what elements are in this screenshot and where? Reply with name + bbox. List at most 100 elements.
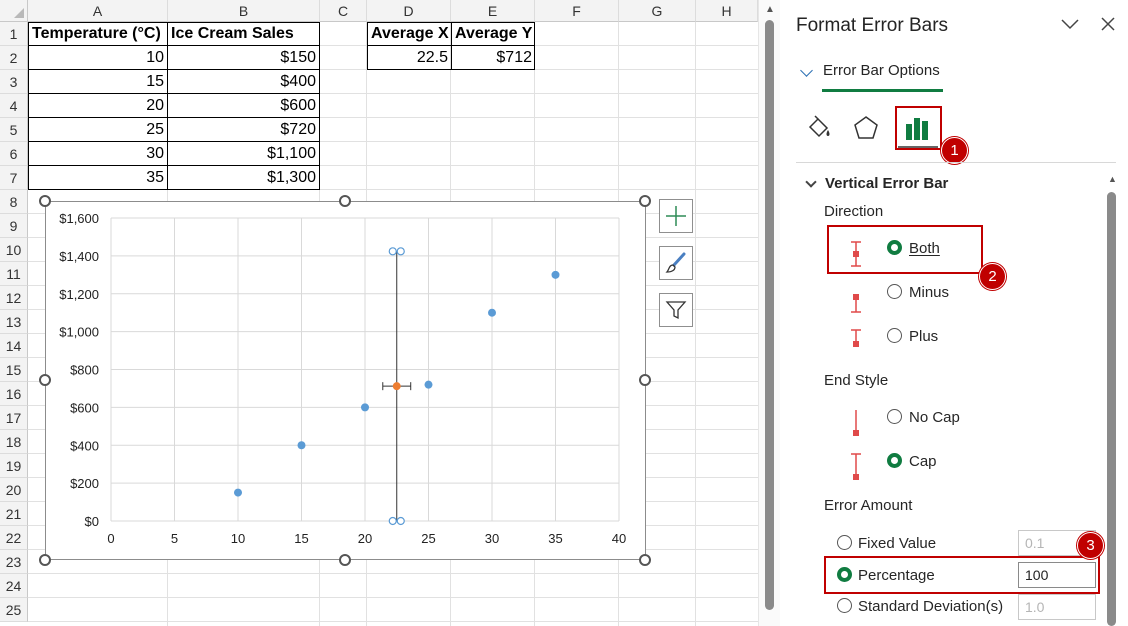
- column-header-g[interactable]: G: [619, 0, 696, 22]
- cell-a2[interactable]: 10: [146, 49, 164, 66]
- data-point[interactable]: [361, 403, 369, 412]
- chevron-down-icon[interactable]: [800, 64, 813, 77]
- header-average-x[interactable]: Average X: [371, 25, 449, 42]
- cell-b7[interactable]: $1,300: [267, 169, 316, 186]
- column-header-h[interactable]: H: [696, 0, 758, 22]
- row-header[interactable]: 21: [0, 502, 28, 526]
- option-cap[interactable]: Cap: [909, 453, 937, 470]
- resize-handle-top[interactable]: [339, 195, 351, 207]
- percentage-input[interactable]: 100: [1018, 562, 1096, 588]
- resize-handle-left[interactable]: [39, 374, 51, 386]
- cell-a4[interactable]: 20: [146, 97, 164, 114]
- average-point[interactable]: [392, 382, 401, 391]
- scatter-chart[interactable]: $0 $200 $400 $600 $800 $1,000 $1,200 $1,400 $1,6…: [45, 201, 646, 560]
- row-header[interactable]: 25: [0, 598, 28, 622]
- row-header[interactable]: 16: [0, 382, 28, 406]
- option-both[interactable]: Both: [909, 240, 940, 257]
- data-point[interactable]: [297, 441, 306, 450]
- cell-a6[interactable]: 30: [146, 145, 164, 162]
- header-temperature[interactable]: Temperature (°C): [32, 25, 161, 42]
- header-ice-cream-sales[interactable]: Ice Cream Sales: [171, 25, 294, 42]
- resize-handle-bottom-right[interactable]: [639, 554, 651, 566]
- column-header-c[interactable]: C: [320, 0, 367, 22]
- scroll-up-icon[interactable]: ▲: [1108, 174, 1117, 184]
- row-header[interactable]: 19: [0, 454, 28, 478]
- row-header[interactable]: 10: [0, 238, 28, 262]
- radio-standard-deviation[interactable]: [837, 598, 852, 613]
- cell-b4[interactable]: $600: [280, 97, 316, 114]
- close-icon[interactable]: [1101, 17, 1115, 31]
- cell-b6[interactable]: $1,100: [267, 145, 316, 162]
- chart-filters-button[interactable]: [659, 293, 693, 327]
- cell-a7[interactable]: 35: [146, 169, 164, 186]
- data-point[interactable]: [551, 270, 560, 279]
- cell-e2[interactable]: $712: [496, 49, 532, 66]
- column-header-e[interactable]: E: [451, 0, 535, 22]
- resize-handle-bottom[interactable]: [339, 554, 351, 566]
- pane-scrollbar[interactable]: ▲: [1105, 172, 1119, 626]
- resize-handle-right[interactable]: [639, 374, 651, 386]
- tab-fill-line[interactable]: [798, 108, 840, 148]
- column-header-b[interactable]: B: [168, 0, 320, 22]
- column-header-a[interactable]: A: [28, 0, 168, 22]
- row-header[interactable]: 18: [0, 430, 28, 454]
- row-header[interactable]: 14: [0, 334, 28, 358]
- row-header[interactable]: 9: [0, 214, 28, 238]
- data-point[interactable]: [234, 488, 242, 497]
- resize-handle-top-right[interactable]: [639, 195, 651, 207]
- option-no-cap[interactable]: No Cap: [909, 409, 960, 426]
- chart-plot[interactable]: $0 $200 $400 $600 $800 $1,000 $1,200 $1,400 $1,6…: [46, 202, 647, 561]
- option-fixed-value[interactable]: Fixed Value: [858, 535, 937, 552]
- radio-minus[interactable]: [887, 284, 902, 299]
- pane-scrollbar-thumb[interactable]: [1107, 192, 1116, 626]
- chevron-down-icon[interactable]: [1061, 18, 1079, 30]
- radio-plus[interactable]: [887, 328, 902, 343]
- row-header[interactable]: 11: [0, 262, 28, 286]
- row-header[interactable]: 8: [0, 190, 28, 214]
- row-header[interactable]: 12: [0, 286, 28, 310]
- row-header[interactable]: 6: [0, 142, 28, 166]
- option-standard-deviation[interactable]: Standard Deviation(s): [858, 598, 1004, 615]
- data-point[interactable]: [488, 308, 496, 317]
- row-header[interactable]: 20: [0, 478, 28, 502]
- chevron-down-icon[interactable]: [805, 176, 817, 188]
- row-header[interactable]: 5: [0, 118, 28, 142]
- worksheet[interactable]: A B C D E F G H 1 2 3 4 5 6 7 8 9 10 11 12 13 14 15 16 1…: [0, 0, 758, 626]
- radio-percentage[interactable]: [837, 567, 852, 582]
- row-header[interactable]: 15: [0, 358, 28, 382]
- row-header[interactable]: 1: [0, 22, 28, 46]
- data-point[interactable]: [424, 380, 433, 389]
- resize-handle-top-left[interactable]: [39, 195, 51, 207]
- row-header[interactable]: 24: [0, 574, 28, 598]
- cell-a3[interactable]: 15: [146, 73, 164, 90]
- row-header[interactable]: 3: [0, 70, 28, 94]
- radio-fixed-value[interactable]: [837, 535, 852, 550]
- radio-no-cap[interactable]: [887, 409, 902, 424]
- row-header[interactable]: 2: [0, 46, 28, 70]
- cell-a5[interactable]: 25: [146, 121, 164, 138]
- option-minus[interactable]: Minus: [909, 284, 950, 301]
- resize-handle-bottom-left[interactable]: [39, 554, 51, 566]
- radio-both[interactable]: [887, 240, 902, 255]
- option-plus[interactable]: Plus: [909, 328, 939, 345]
- row-header[interactable]: 13: [0, 310, 28, 334]
- row-header[interactable]: 22: [0, 526, 28, 550]
- chart-styles-button[interactable]: [659, 246, 693, 280]
- row-header[interactable]: 17: [0, 406, 28, 430]
- cell-b2[interactable]: $150: [280, 49, 316, 66]
- row-header[interactable]: 7: [0, 166, 28, 190]
- cell-d2[interactable]: 22.5: [416, 49, 448, 66]
- tab-error-bar-options-icon[interactable]: [898, 110, 938, 148]
- option-percentage[interactable]: Percentage: [858, 567, 935, 584]
- cell-b3[interactable]: $400: [280, 73, 316, 90]
- column-header-d[interactable]: D: [367, 0, 451, 22]
- standard-deviation-input[interactable]: 1.0: [1018, 594, 1096, 620]
- cell-b5[interactable]: $720: [280, 121, 316, 138]
- scroll-up-icon[interactable]: ▲: [765, 4, 775, 15]
- row-header[interactable]: 4: [0, 94, 28, 118]
- tab-effects[interactable]: [845, 108, 887, 148]
- tab-error-bar-options[interactable]: Error Bar Options: [823, 62, 940, 79]
- row-header[interactable]: 23: [0, 550, 28, 574]
- sheet-scrollbar-thumb[interactable]: [765, 20, 774, 610]
- section-vertical-error-bar[interactable]: Vertical Error Bar: [825, 175, 949, 192]
